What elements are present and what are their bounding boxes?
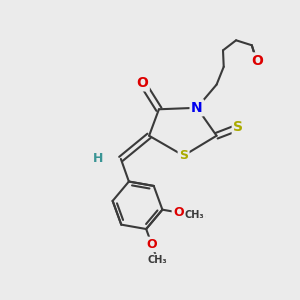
- Text: O: O: [146, 238, 157, 251]
- Text: S: S: [233, 120, 243, 134]
- Text: O: O: [251, 54, 263, 68]
- Text: CH₃: CH₃: [148, 255, 167, 265]
- Text: S: S: [179, 149, 188, 162]
- Text: H: H: [92, 152, 103, 165]
- Text: OCH₃: OCH₃: [183, 211, 206, 220]
- Text: CH₃: CH₃: [185, 210, 204, 220]
- Text: O: O: [136, 76, 148, 90]
- Text: O: O: [173, 206, 184, 219]
- Text: O: O: [173, 206, 184, 219]
- Text: N: N: [191, 101, 203, 115]
